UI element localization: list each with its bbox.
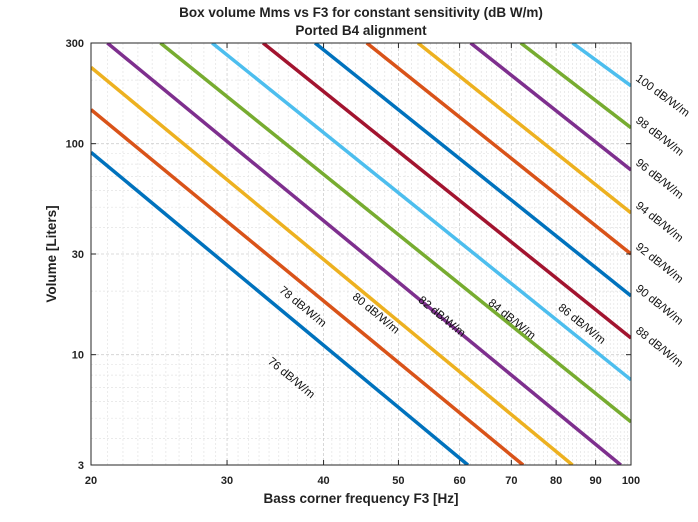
series-layer [91, 43, 631, 465]
curve-label-90db: 90 dB/W/m [633, 283, 685, 328]
x-tick-label: 100 [622, 475, 640, 487]
x-tick-label: 20 [85, 475, 97, 487]
chart-subtitle: Ported B4 alignment [295, 23, 427, 38]
x-axis-label: Bass corner frequency F3 [Hz] [263, 491, 458, 506]
series-line-80db [91, 65, 574, 465]
y-tick-label: 3 [78, 460, 84, 472]
series-line-86db [211, 43, 631, 382]
x-tick-label: 90 [590, 475, 602, 487]
series-line-92db [365, 43, 631, 256]
series-line-98db [519, 43, 631, 130]
y-tick-label: 100 [66, 139, 84, 151]
curve-label-94db: 94 dB/W/m [633, 200, 685, 245]
y-axis-label: Volume [Liters] [44, 205, 59, 302]
curve-label-98db: 98 dB/W/m [633, 115, 685, 159]
series-line-76db [91, 150, 470, 465]
curve-label-100db: 100 dB/W/m [633, 73, 691, 120]
x-tick-label: 70 [505, 475, 517, 487]
y-tick-label: 300 [66, 38, 84, 50]
series-line-78db [91, 108, 525, 465]
series-line-88db [261, 43, 631, 340]
x-tick-label: 30 [221, 475, 233, 487]
x-tick-labels: 20 30 40 50 60 70 80 90 100 [85, 475, 640, 487]
x-tick-label: 80 [550, 475, 562, 487]
x-tick-label: 40 [317, 475, 329, 487]
curve-label-92db: 92 dB/W/m [633, 241, 685, 286]
series-line-94db [416, 43, 631, 215]
y-tick-labels: 3 10 30 100 300 [66, 38, 84, 472]
chart-title: Box volume Mms vs F3 for constant sensit… [179, 5, 543, 20]
y-tick-label: 30 [72, 249, 84, 261]
x-tick-label: 60 [453, 475, 465, 487]
series-line-90db [313, 43, 631, 298]
y-tick-label: 10 [72, 350, 84, 362]
series-line-96db [469, 43, 631, 172]
series-line-84db [159, 43, 631, 424]
series-line-100db [571, 43, 631, 88]
series-line-82db [106, 43, 622, 465]
tick-marks [90, 42, 632, 466]
curve-label-96db: 96 dB/W/m [633, 157, 685, 202]
x-tick-label: 50 [392, 475, 404, 487]
curve-label-88db: 88 dB/W/m [633, 325, 685, 370]
